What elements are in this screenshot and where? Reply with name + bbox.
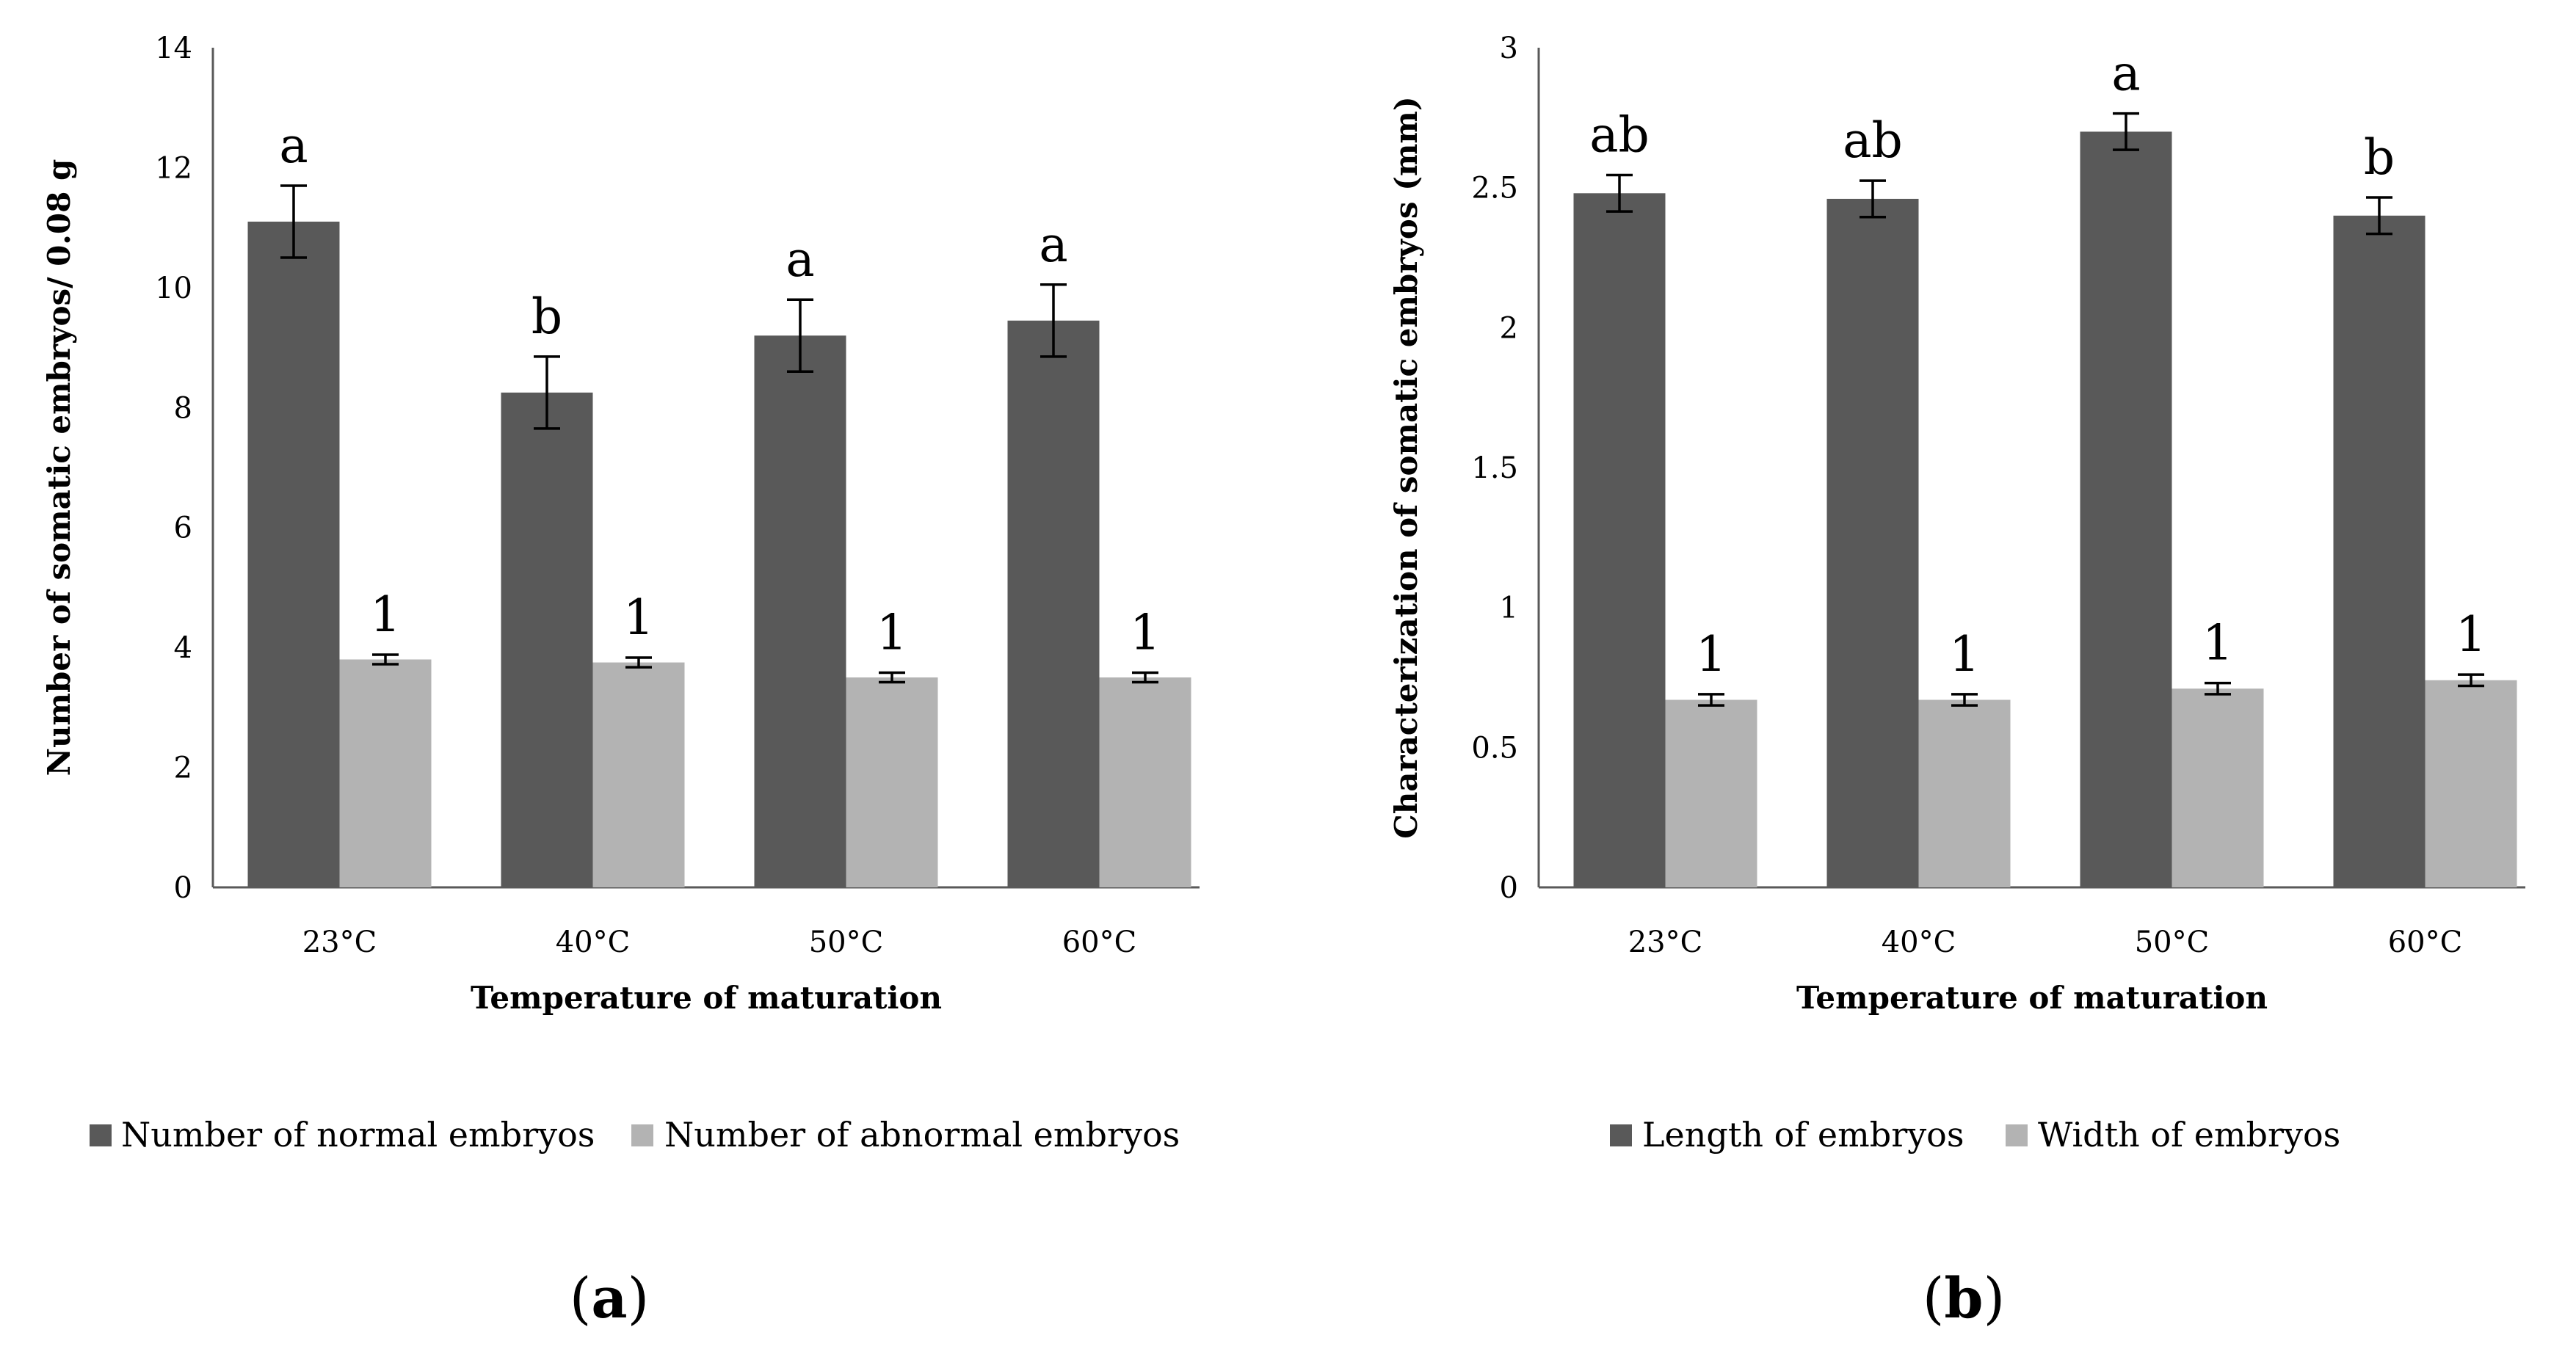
y-axis-title: Number of somatic embryos/ 0.08 g xyxy=(41,159,77,777)
bar xyxy=(1826,198,1919,887)
y-tick-label: 0 xyxy=(1500,871,1518,905)
legend-label: Number of normal embryos xyxy=(121,1115,595,1155)
legend-swatch xyxy=(1610,1124,1632,1146)
bar xyxy=(2425,680,2517,887)
significance-label: a xyxy=(1039,217,1067,273)
significance-label: b xyxy=(2364,129,2395,186)
significance-label: a xyxy=(2111,46,2140,102)
panel-letter: b xyxy=(1944,1265,1983,1331)
bar xyxy=(1099,677,1191,887)
y-tick-label: 6 xyxy=(174,512,192,545)
y-tick-label: 1 xyxy=(1500,592,1518,625)
panel-label: (a) xyxy=(570,1265,650,1331)
bar xyxy=(2080,131,2172,887)
significance-label: 1 xyxy=(1949,626,1980,683)
bar xyxy=(846,677,938,887)
significance-label: ab xyxy=(1589,107,1650,164)
significance-label: 1 xyxy=(1130,604,1161,661)
bar xyxy=(339,659,432,887)
x-tick-label: 60°C xyxy=(2388,926,2463,959)
bar xyxy=(501,392,593,887)
y-tick-label: 14 xyxy=(155,32,192,65)
legend-swatch xyxy=(631,1124,653,1146)
y-tick-label: 2 xyxy=(174,752,192,785)
bar xyxy=(2172,688,2264,887)
legend-label: Width of embryos xyxy=(2038,1115,2340,1155)
legend-label: Length of embryos xyxy=(1642,1115,1964,1155)
y-tick-label: 3 xyxy=(1500,32,1518,65)
y-tick-label: 10 xyxy=(155,272,192,305)
y-tick-label: 2.5 xyxy=(1471,172,1518,206)
x-tick-label: 60°C xyxy=(1062,926,1137,959)
y-tick-label: 2 xyxy=(1500,311,1518,345)
significance-label: 1 xyxy=(2202,615,2233,672)
bar xyxy=(1665,699,1757,887)
y-tick-label: 8 xyxy=(174,391,192,425)
bar xyxy=(247,221,340,887)
significance-label: 1 xyxy=(2456,606,2486,663)
x-axis-title: Temperature of maturation xyxy=(1796,980,2268,1016)
significance-label: ab xyxy=(1843,112,1903,169)
bar xyxy=(754,335,846,887)
y-tick-label: 0 xyxy=(174,871,192,905)
chart-panel-a: 0 2 4 6 8 10 12 14 23°C 40°C 50°C 60°C a b a a 1 1 1 1 Tempe… xyxy=(41,32,1200,1331)
y-tick-label: 12 xyxy=(155,151,192,185)
y-axis-title: Characterization of somatic embryos (mm) xyxy=(1388,96,1424,838)
x-tick-label: 50°C xyxy=(809,926,884,959)
significance-label: 1 xyxy=(1696,626,1727,683)
bar xyxy=(1573,193,1666,887)
legend-swatch xyxy=(90,1124,112,1146)
y-tick-label: 4 xyxy=(174,631,192,665)
significance-label: 1 xyxy=(623,589,654,646)
legend-label: Number of abnormal embryos xyxy=(664,1115,1180,1155)
x-tick-label: 50°C xyxy=(2135,926,2210,959)
significance-label: a xyxy=(279,117,308,174)
bar xyxy=(2333,215,2426,887)
bar xyxy=(592,662,685,887)
x-tick-label: 23°C xyxy=(1628,926,1703,959)
x-axis-title: Temperature of maturation xyxy=(471,980,942,1016)
legend-swatch xyxy=(2006,1124,2028,1146)
x-tick-label: 23°C xyxy=(302,926,377,959)
significance-label: a xyxy=(786,231,814,288)
y-tick-label: 1.5 xyxy=(1471,451,1518,485)
x-tick-label: 40°C xyxy=(556,926,631,959)
bar xyxy=(1918,699,2011,887)
bar xyxy=(1007,320,1100,887)
y-tick-label: 0.5 xyxy=(1471,731,1518,765)
significance-label: 1 xyxy=(370,586,401,643)
significance-label: b xyxy=(531,288,562,345)
significance-label: 1 xyxy=(877,604,907,661)
x-tick-label: 40°C xyxy=(1882,926,1956,959)
panel-letter: a xyxy=(591,1265,627,1331)
panel-label: (b) xyxy=(1923,1265,2005,1331)
